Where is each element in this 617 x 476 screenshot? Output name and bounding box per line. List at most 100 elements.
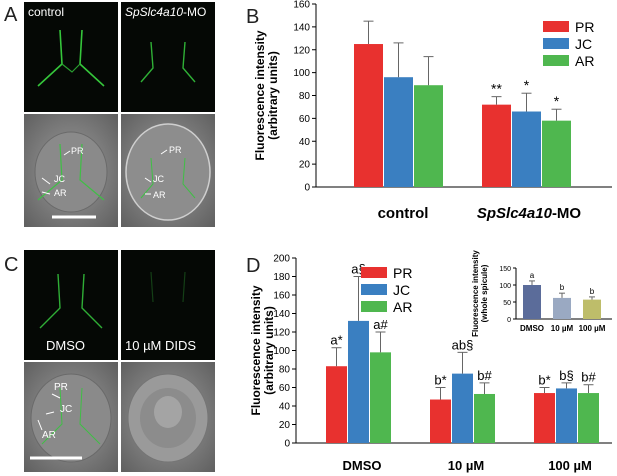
bar-jc xyxy=(556,388,577,443)
bar-ar xyxy=(542,120,571,187)
embryo-drawing-dids xyxy=(127,373,209,463)
embryo-drawing xyxy=(34,131,108,219)
y-tick-label: 20 xyxy=(299,160,311,171)
bar-pr xyxy=(534,393,555,443)
annotation-jc-c: JC xyxy=(60,404,73,415)
legend-label-jc: JC xyxy=(575,36,592,52)
panel-letter-b: B xyxy=(246,6,260,28)
y-tick-label: 60 xyxy=(279,383,291,394)
y-axis-label: Fluorescence intensity xyxy=(249,285,263,415)
embryo-drawing-mo xyxy=(125,123,211,221)
bar-pr xyxy=(430,399,451,443)
inset-significance-mark: b xyxy=(590,287,595,296)
significance-mark: ** xyxy=(491,81,502,97)
inset-y-tick-label: 50 xyxy=(503,300,511,307)
inset-y-tick-label: 0 xyxy=(507,317,511,324)
category-label-control: control xyxy=(378,205,429,222)
spicule-fluorescence-drawing-mo xyxy=(140,41,196,83)
legend-swatch-ar xyxy=(361,301,387,312)
significance-mark: b* xyxy=(538,373,550,388)
significance-mark: * xyxy=(524,77,530,93)
y-tick-label: 200 xyxy=(273,254,290,265)
y-tick-label: 140 xyxy=(273,309,290,320)
y-tick-label: 120 xyxy=(293,45,310,56)
annotation-ar: AR xyxy=(54,188,67,198)
brightfield-image-control: PR JC AR xyxy=(24,114,118,227)
legend-label-ar: AR xyxy=(575,53,594,69)
y-tick-label: 40 xyxy=(299,137,311,148)
legend-swatch-jc xyxy=(361,284,387,295)
y-axis-label: (arbitrary units) xyxy=(266,51,280,140)
brightfield-image-dids xyxy=(121,362,215,472)
spicule-fluorescence-dids xyxy=(150,271,186,303)
bar-jc xyxy=(512,111,541,187)
legend-swatch-jc xyxy=(543,38,569,49)
y-tick-label: 80 xyxy=(299,91,311,102)
bar-pr xyxy=(482,104,511,187)
legend-label-pr: PR xyxy=(393,265,412,281)
annotation-pr: PR xyxy=(71,146,84,156)
significance-mark: b# xyxy=(477,368,492,383)
bar-jc xyxy=(452,373,473,443)
significance-mark: ab§ xyxy=(452,337,474,352)
inset-bar xyxy=(553,297,571,319)
fluorescence-image-control: control xyxy=(24,2,118,112)
significance-mark: a# xyxy=(373,317,388,332)
embryo-drawing-dmso xyxy=(30,373,112,463)
bar-ar xyxy=(578,393,599,443)
y-tick-label: 20 xyxy=(279,420,291,431)
inset-y-axis-label: Fluorescence intensity xyxy=(471,250,480,337)
inset-y-axis-label: (whole spicule) xyxy=(480,264,489,322)
y-tick-label: 160 xyxy=(293,0,310,11)
y-tick-label: 100 xyxy=(293,68,310,79)
category-label: 100 µM xyxy=(548,458,592,473)
annotation-pr-c: PR xyxy=(54,382,68,393)
y-tick-label: 180 xyxy=(273,272,290,283)
bar-pr xyxy=(354,44,383,187)
inset-significance-mark: a xyxy=(530,271,535,280)
legend-swatch-pr xyxy=(361,267,387,278)
annotation-ar-mo: AR xyxy=(153,190,166,200)
significance-mark: * xyxy=(554,93,560,109)
spicule-fluorescence-dmso xyxy=(39,273,103,329)
y-tick-label: 120 xyxy=(273,328,290,339)
category-label-morpholino: SpSlc4a10-MO xyxy=(477,205,582,222)
significance-mark: b* xyxy=(434,373,446,388)
bar-ar xyxy=(370,352,391,443)
y-tick-label: 40 xyxy=(279,402,291,413)
bar-ar xyxy=(414,85,443,187)
panel-letter-a: A xyxy=(4,4,18,26)
legend-label-pr: PR xyxy=(575,19,594,35)
label-control: control xyxy=(28,5,65,19)
significance-mark: a* xyxy=(330,333,342,348)
bar-chart-d: 0 20 40 60 80 100 120 140 160 180 200 Fluorescence … xyxy=(249,250,612,473)
fluorescence-image-morpholino: SpSlc4a10-MO xyxy=(121,2,215,112)
inset-y-tick-label: 100 xyxy=(499,283,511,290)
panel-letter-c: C xyxy=(4,254,19,276)
y-axis-label: (arbitrary units) xyxy=(262,306,276,395)
fluorescence-image-dmso: DMSO xyxy=(24,250,118,360)
bar-chart-b: 0 20 40 60 80 100 120 140 160 Fluorescence intens… xyxy=(253,0,612,222)
bar-jc xyxy=(348,320,369,443)
legend-label-jc: JC xyxy=(393,282,410,298)
annotation-jc: JC xyxy=(54,174,65,184)
y-tick-label: 0 xyxy=(284,439,290,450)
significance-mark: b§ xyxy=(559,368,573,383)
category-label: DMSO xyxy=(343,458,382,473)
y-axis-label: Fluorescence intensity xyxy=(253,30,267,160)
brightfield-image-morpholino: PR JC AR xyxy=(121,114,215,227)
inset-bar xyxy=(523,285,541,319)
legend-swatch-pr xyxy=(543,21,569,32)
legend-swatch-ar xyxy=(543,55,569,66)
label-morpholino: SpSlc4a10-MO xyxy=(125,5,207,19)
annotation-jc-mo: JC xyxy=(153,174,164,184)
bar-pr xyxy=(326,366,347,443)
panel-letter-d: D xyxy=(246,255,261,277)
fluorescence-image-dids: 10 µM DIDS xyxy=(121,250,215,360)
annotation-ar-c: AR xyxy=(42,430,56,441)
y-tick-label: 0 xyxy=(304,183,310,194)
bar-ar xyxy=(474,393,495,443)
label-dmso: DMSO xyxy=(46,338,85,353)
y-tick-label: 80 xyxy=(279,365,291,376)
inset-bar xyxy=(583,299,601,319)
